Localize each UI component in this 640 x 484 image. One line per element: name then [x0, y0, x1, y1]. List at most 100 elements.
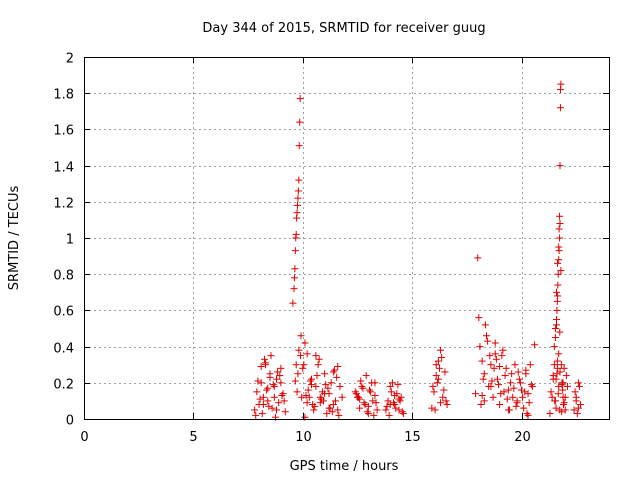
data-point [251, 406, 259, 414]
data-point [523, 410, 531, 418]
data-point [443, 401, 451, 409]
data-point [429, 382, 437, 390]
data-point [553, 321, 560, 329]
data-point [386, 382, 394, 390]
data-point [365, 386, 373, 394]
axis-ticks: 0 5 10 15 20 0 0.2 0.4 0.6 0.8 1 1.2 1.4 1.6 1.8 2 [53, 52, 609, 445]
data-point [491, 350, 499, 358]
data-point [294, 187, 302, 195]
data-point [502, 364, 510, 372]
data-point [268, 404, 276, 412]
data-point [546, 410, 554, 418]
data-point [277, 364, 285, 372]
data-point [509, 393, 517, 401]
data-point [358, 382, 366, 390]
data-point [442, 397, 450, 405]
data-point [555, 256, 563, 264]
data-point [329, 401, 337, 409]
data-point [356, 404, 364, 412]
data-point [495, 381, 503, 389]
data-point [257, 363, 265, 371]
data-point [274, 368, 282, 376]
data-point [291, 247, 299, 255]
data-point [356, 395, 364, 403]
data-point [552, 404, 560, 412]
data-point [479, 375, 487, 383]
data-point [522, 366, 530, 374]
data-point [563, 382, 571, 390]
data-point [483, 332, 490, 340]
data-point [558, 381, 566, 389]
data-point [525, 399, 533, 407]
chart-title: Day 344 of 2015, SRMTID for receiver guu… [202, 21, 485, 36]
data-point [292, 230, 300, 238]
data-point [295, 176, 303, 184]
data-point [315, 355, 323, 363]
data-point [355, 393, 363, 401]
y-axis-label: SRMTID / TECUs [7, 186, 22, 291]
data-point [554, 364, 562, 372]
data-point [394, 381, 402, 389]
data-point [311, 402, 319, 410]
data-point [293, 388, 301, 396]
data-point [430, 388, 438, 396]
data-point [332, 397, 340, 405]
data-point [305, 393, 313, 401]
data-point [336, 382, 344, 390]
data-point [373, 406, 381, 414]
data-point [434, 357, 442, 365]
data-point [329, 368, 337, 376]
data-point [290, 274, 298, 282]
data-point [270, 382, 278, 390]
grid [84, 57, 609, 419]
data-point [338, 393, 346, 401]
y-tick-label: 1 [66, 233, 74, 248]
data-point [501, 372, 509, 380]
data-point [547, 388, 555, 396]
data-point [270, 393, 278, 401]
data-point [550, 361, 558, 369]
data-point [262, 359, 270, 367]
data-point [370, 411, 378, 419]
data-point [556, 212, 564, 220]
data-point [572, 397, 580, 405]
data-point [294, 370, 302, 378]
data-point [387, 388, 395, 396]
data-point [556, 328, 564, 336]
data-point [371, 391, 379, 399]
data-point [526, 361, 534, 369]
data-point [294, 201, 301, 209]
data-point [263, 386, 271, 394]
data-point [437, 399, 445, 407]
data-point [334, 363, 342, 371]
data-point [554, 390, 562, 398]
data-point [277, 379, 285, 387]
data-point [368, 379, 376, 387]
data-point [300, 361, 308, 369]
data-point [441, 368, 449, 376]
data-point [298, 393, 306, 401]
data-point [508, 370, 516, 378]
data-point [252, 411, 260, 419]
data-point [264, 397, 272, 405]
data-point [383, 402, 391, 410]
data-point [553, 306, 561, 314]
data-point [301, 339, 309, 347]
data-point [487, 382, 495, 390]
data-point [559, 379, 567, 387]
data-point [548, 393, 556, 401]
data-point [390, 399, 398, 407]
data-point [435, 364, 443, 372]
data-point [297, 332, 305, 340]
data-point [258, 410, 266, 418]
data-point [428, 404, 436, 412]
data-point [364, 410, 372, 418]
data-point [292, 361, 300, 369]
data-point [259, 393, 267, 401]
data-point [280, 397, 288, 405]
data-point [493, 375, 501, 383]
data-point [273, 406, 280, 414]
data-point [256, 395, 264, 403]
data-point [487, 361, 495, 369]
data-point [499, 346, 507, 354]
